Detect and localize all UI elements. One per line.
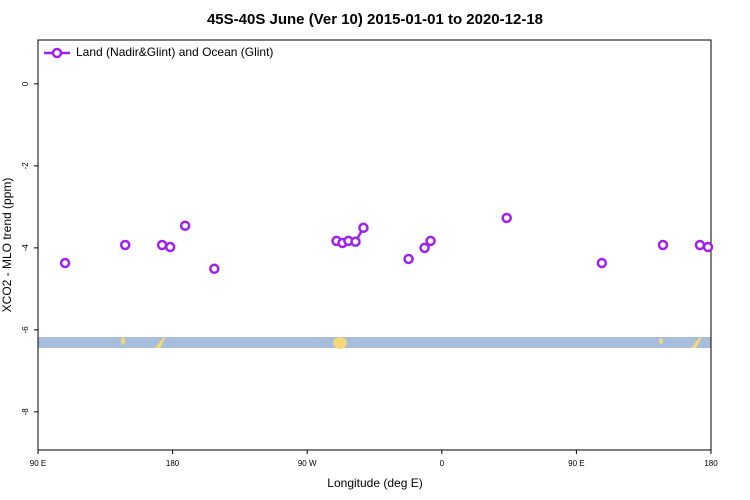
y-tick-label: -4 xyxy=(21,244,30,252)
data-point xyxy=(358,222,369,234)
data-point xyxy=(209,263,220,275)
legend-label: Land (Nadir&Glint) and Ocean (Glint) xyxy=(76,45,273,59)
data-point xyxy=(702,241,714,253)
data-point xyxy=(156,239,168,251)
data-point xyxy=(403,253,414,265)
data-point xyxy=(425,235,436,247)
coastline-strip xyxy=(38,337,711,349)
x-tick-label: 180 xyxy=(704,459,718,468)
data-point xyxy=(657,239,669,251)
y-tick-label: 0 xyxy=(21,81,30,86)
y-tick-label: -2 xyxy=(21,162,30,170)
x-axis-label: Longitude (deg E) xyxy=(327,476,422,490)
plot-frame xyxy=(37,39,712,451)
data-point xyxy=(59,257,71,269)
y-axis-label: XCO2 - MLO trend (ppm) xyxy=(0,178,14,313)
y-tick-label: -6 xyxy=(21,326,30,334)
data-point xyxy=(350,236,361,247)
data-point xyxy=(501,212,512,224)
x-tick-label: 180 xyxy=(166,459,180,468)
data-point xyxy=(694,239,706,251)
data-point xyxy=(179,220,191,231)
x-tick-label: 0 xyxy=(440,459,445,468)
data-point xyxy=(164,241,176,253)
data-point xyxy=(596,257,608,269)
legend-marker xyxy=(51,47,63,59)
chart-title: 45S-40S June (Ver 10) 2015-01-01 to 2020… xyxy=(207,11,543,28)
x-tick-label: 90 W xyxy=(298,459,317,468)
x-tick-label: 90 E xyxy=(568,459,584,468)
data-point xyxy=(419,242,430,254)
y-tick-label: -8 xyxy=(21,408,30,416)
x-tick-label: 90 E xyxy=(30,459,46,468)
data-point xyxy=(119,239,131,251)
